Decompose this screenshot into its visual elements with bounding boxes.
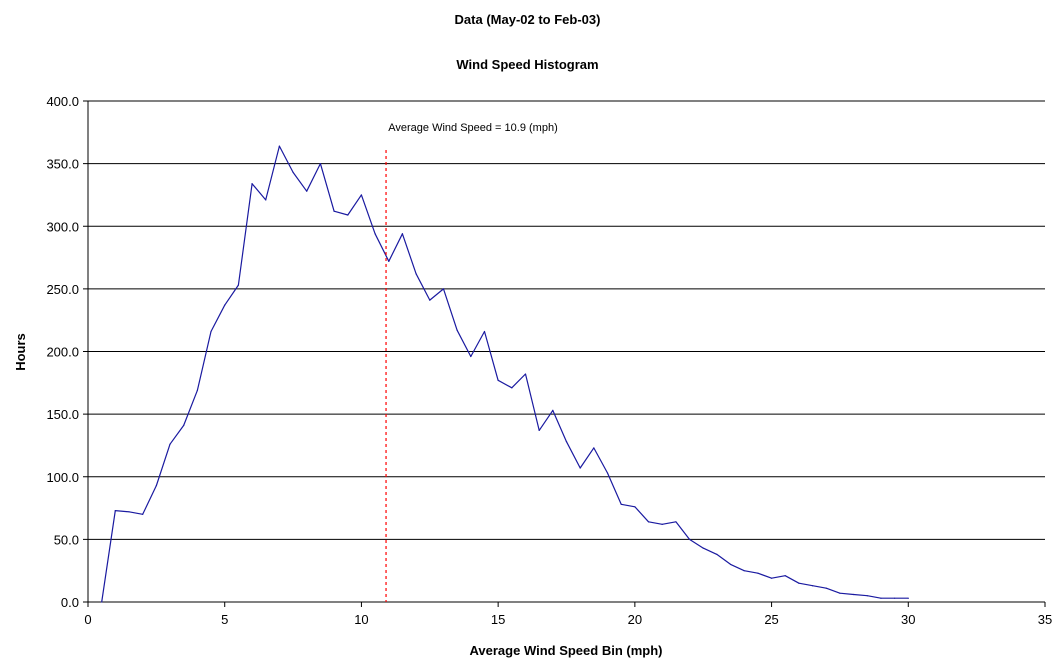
data-point: [524, 373, 527, 375]
data-point: [210, 330, 212, 333]
y-tick-label: 350.0: [46, 157, 79, 172]
data-point: [347, 214, 349, 216]
data-point: [114, 509, 116, 512]
data-point: [511, 387, 513, 389]
x-tick-label: 10: [354, 612, 368, 627]
x-tick-label: 25: [764, 612, 778, 627]
data-point: [442, 288, 445, 290]
data-point: [634, 506, 636, 508]
y-tick-label: 200.0: [46, 345, 79, 360]
data-point: [483, 330, 486, 333]
data-point: [401, 233, 404, 235]
data-point: [470, 355, 472, 358]
data-point: [278, 145, 280, 147]
data-point: [128, 511, 130, 513]
data-point: [497, 379, 499, 381]
data-point: [825, 587, 827, 589]
data-point: [429, 299, 431, 301]
data-point: [661, 523, 663, 525]
data-point: [675, 521, 677, 523]
data-point: [306, 190, 308, 192]
y-tick-label: 150.0: [46, 407, 79, 422]
data-point: [702, 547, 704, 549]
y-tick-label: 50.0: [54, 532, 79, 547]
data-point: [196, 389, 198, 391]
x-tick-labels: 0 5 10 15 20 25 30 35: [84, 612, 1052, 627]
y-tick-label: 0.0: [61, 595, 79, 610]
data-point: [853, 593, 855, 596]
data-point: [360, 194, 363, 196]
data-point: [579, 467, 581, 469]
data-point: [729, 563, 732, 566]
data-point: [743, 570, 745, 572]
data-point: [880, 597, 882, 599]
data-point: [374, 233, 376, 235]
data-point: [866, 595, 868, 597]
data-point: [565, 441, 568, 443]
data-point: [251, 183, 253, 185]
grid-lines: [88, 100, 1045, 540]
y-tick-labels: 0.0 50.0 100.0 150.0 200.0 250.0 300.0 350.0 400…: [46, 94, 79, 610]
data-point: [538, 429, 540, 432]
data-point: [688, 538, 691, 540]
chart-subtitle: Wind Speed Histogram: [456, 57, 599, 72]
data-point: [647, 521, 650, 523]
data-point: [265, 199, 267, 201]
data-point: [319, 163, 322, 165]
average-annotation: Average Wind Speed = 10.9 (mph): [388, 122, 557, 134]
data-point: [292, 171, 294, 173]
data-point: [620, 503, 622, 505]
y-tick-label: 400.0: [46, 94, 79, 109]
series-line: [101, 145, 909, 603]
data-point: [894, 597, 896, 599]
data-point: [839, 592, 841, 594]
data-point: [784, 575, 786, 577]
data-point: [907, 597, 909, 599]
data-point: [716, 553, 718, 556]
data-point: [169, 443, 171, 445]
y-tick-label: 250.0: [46, 282, 79, 297]
data-point: [333, 210, 335, 212]
data-point: [415, 273, 417, 275]
data-point: [388, 260, 390, 262]
y-axis-label: Hours: [13, 333, 28, 371]
x-tick-label: 15: [491, 612, 505, 627]
x-tick-label: 20: [628, 612, 642, 627]
data-point: [757, 572, 759, 574]
x-tick-label: 35: [1038, 612, 1052, 627]
data-point: [770, 577, 773, 579]
chart-title: Data (May-02 to Feb-03): [454, 12, 601, 27]
reference-group: Average Wind Speed = 10.9 (mph): [385, 122, 558, 602]
data-point: [155, 484, 157, 487]
data-point: [101, 601, 103, 603]
y-tick-label: 300.0: [46, 219, 79, 234]
data-point: [224, 304, 226, 306]
data-point: [183, 424, 185, 426]
y-tick-label: 100.0: [46, 470, 79, 485]
data-point: [798, 582, 800, 584]
data-point: [456, 329, 458, 331]
data-point: [142, 513, 144, 515]
axes: [83, 100, 1046, 607]
data-point: [237, 284, 239, 286]
data-point: [552, 409, 554, 411]
x-axis-label: Average Wind Speed Bin (mph): [470, 643, 663, 658]
data-point: [593, 447, 595, 449]
data-point: [811, 585, 814, 587]
x-tick-label: 5: [221, 612, 228, 627]
x-tick-label: 0: [84, 612, 91, 627]
x-tick-label: 30: [901, 612, 915, 627]
series-group: [101, 145, 909, 603]
data-point: [606, 472, 609, 474]
